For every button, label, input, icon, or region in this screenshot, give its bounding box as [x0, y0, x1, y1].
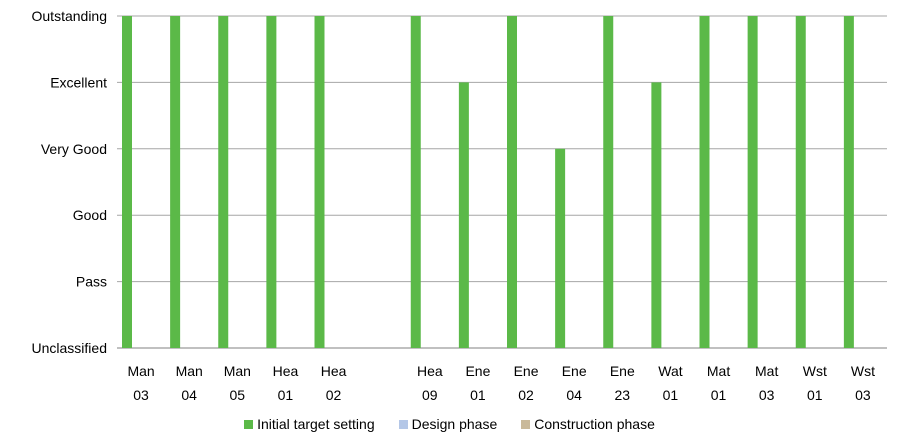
- legend-swatch-design-phase: [398, 419, 408, 429]
- x-tick-label: 01: [470, 387, 486, 403]
- bars: [122, 16, 854, 349]
- x-tick-label: 01: [807, 387, 823, 403]
- bar-ene-04: [555, 148, 566, 348]
- x-tick-label: 04: [181, 387, 197, 403]
- x-axis: Man 03 Man 04 Man 05 Hea 01 Hea 02 Hea 09 Ene 01 Ene 02…: [127, 363, 875, 403]
- x-tick-label: Mat: [755, 363, 778, 379]
- x-tick-label: Wst: [851, 363, 875, 379]
- y-tick-label: Unclassified: [32, 340, 107, 356]
- bar-wst-03: [843, 16, 854, 348]
- bar-ene-01: [458, 82, 469, 349]
- x-tick-label: 01: [711, 387, 727, 403]
- x-tick-label: 05: [230, 387, 246, 403]
- x-tick-label: 02: [326, 387, 342, 403]
- bar-hea-01: [266, 16, 277, 348]
- x-tick-label: 23: [615, 387, 631, 403]
- legend-item-design-phase: Design phase: [398, 416, 498, 432]
- bar-ene-02: [507, 16, 517, 348]
- bar-ene-23: [603, 16, 614, 348]
- bar-mat-01: [699, 16, 710, 348]
- x-tick-label: 04: [566, 387, 582, 403]
- x-tick-label: Hea: [273, 363, 299, 379]
- bar-wat-01: [651, 82, 662, 349]
- y-tick-label: Good: [73, 207, 107, 223]
- bar-mat-03: [747, 16, 758, 348]
- x-tick-label: Mat: [707, 363, 730, 379]
- bar-hea-09: [410, 16, 421, 348]
- x-tick-label: 03: [133, 387, 149, 403]
- bar-man-04: [170, 16, 181, 348]
- legend-swatch-initial-target: [244, 419, 254, 429]
- bar-man-05: [218, 16, 229, 348]
- legend-swatch-construction-phase: [521, 419, 531, 429]
- x-tick-label: Ene: [610, 363, 635, 379]
- gridlines: [117, 15, 887, 349]
- legend-label-design-phase: Design phase: [411, 416, 498, 432]
- x-tick-label: 09: [422, 387, 438, 403]
- y-axis: Unclassified Pass Good Very Good Excellent Ou…: [32, 8, 108, 356]
- y-tick-label: Very Good: [41, 141, 107, 157]
- bar-hea-02: [314, 16, 325, 348]
- x-tick-label: Man: [224, 363, 251, 379]
- legend-item-initial-target: Initial target setting: [244, 416, 375, 432]
- x-tick-label: Ene: [562, 363, 587, 379]
- legend-label-initial-target: Initial target setting: [257, 416, 375, 432]
- x-tick-label: 03: [855, 387, 871, 403]
- x-tick-label: 01: [278, 387, 294, 403]
- x-tick-label: Wat: [658, 363, 682, 379]
- x-tick-label: Ene: [514, 363, 539, 379]
- bar-man-03: [122, 16, 132, 348]
- y-tick-label: Outstanding: [32, 8, 108, 24]
- bar-wst-01: [795, 16, 806, 348]
- x-tick-label: Man: [176, 363, 203, 379]
- y-tick-label: Excellent: [50, 74, 107, 90]
- x-tick-label: Wst: [803, 363, 827, 379]
- x-tick-label: Ene: [465, 363, 490, 379]
- x-tick-label: 03: [759, 387, 775, 403]
- x-tick-label: Man: [127, 363, 154, 379]
- legend-item-construction-phase: Construction phase: [521, 416, 655, 432]
- x-tick-label: 02: [518, 387, 534, 403]
- legend-label-construction-phase: Construction phase: [534, 416, 655, 432]
- x-tick-label: Hea: [417, 363, 443, 379]
- y-tick-label: Pass: [76, 274, 107, 290]
- x-tick-label: Hea: [321, 363, 347, 379]
- legend: Initial target setting Design phase Cons…: [0, 412, 899, 436]
- x-tick-label: 01: [663, 387, 679, 403]
